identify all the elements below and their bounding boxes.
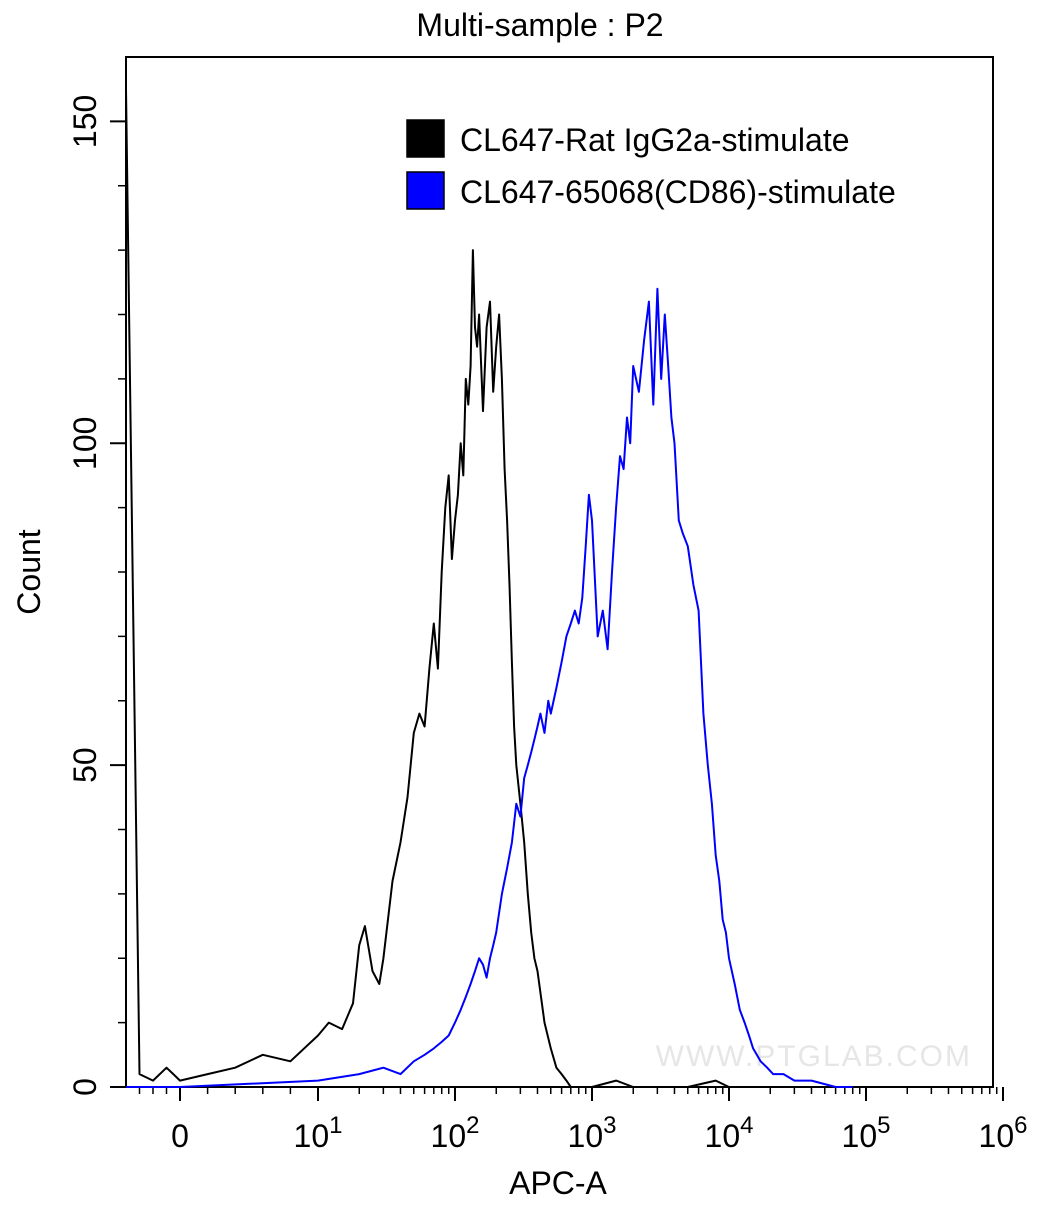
x-tick-label-exponent: 2 bbox=[466, 1112, 479, 1139]
x-tick-label: 106 bbox=[979, 1112, 1028, 1154]
y-tick-label: 50 bbox=[67, 747, 103, 783]
x-tick-label-exponent: 3 bbox=[603, 1112, 616, 1139]
legend-swatch bbox=[406, 171, 445, 210]
y-axis-label: Count bbox=[11, 529, 47, 615]
x-tick-label-base: 10 bbox=[294, 1118, 330, 1154]
legend-label: CL647-Rat IgG2a-stimulate bbox=[460, 122, 850, 158]
x-tick-label-exponent: 5 bbox=[877, 1112, 890, 1139]
x-tick-label-exponent: 1 bbox=[329, 1112, 342, 1139]
chart-title: Multi-sample : P2 bbox=[416, 7, 663, 43]
x-tick-label-base: 0 bbox=[171, 1118, 189, 1154]
x-tick-label: 0 bbox=[171, 1118, 189, 1154]
y-tick-label: 150 bbox=[67, 95, 103, 148]
plot-area: 0 101 102 103 104 105 106050100150WWW.PTGLAB.C… bbox=[67, 56, 1028, 1154]
x-tick-label: 104 bbox=[705, 1112, 754, 1154]
x-tick-label: 102 bbox=[431, 1112, 480, 1154]
x-tick-label-base: 10 bbox=[842, 1118, 878, 1154]
x-tick-label: 103 bbox=[568, 1112, 617, 1154]
series-line-1 bbox=[125, 89, 771, 1088]
x-tick-label-base: 10 bbox=[705, 1118, 741, 1154]
y-tick-label: 100 bbox=[67, 417, 103, 470]
x-tick-label-base: 10 bbox=[431, 1118, 467, 1154]
legend-swatch bbox=[406, 119, 445, 158]
series-line-2 bbox=[126, 287, 853, 1088]
plot-frame bbox=[125, 56, 994, 1088]
x-axis-label: APC-A bbox=[509, 1165, 607, 1201]
chart-legend: CL647-Rat IgG2a-stimulate CL647-65068(CD8… bbox=[406, 119, 896, 210]
x-tick-label-base: 10 bbox=[568, 1118, 604, 1154]
x-tick-label-base: 10 bbox=[979, 1118, 1015, 1154]
legend-label: CL647-65068(CD86)-stimulate bbox=[460, 174, 896, 210]
x-tick-label-exponent: 4 bbox=[740, 1112, 753, 1139]
x-tick-label-exponent: 6 bbox=[1014, 1112, 1027, 1139]
x-tick-label: 101 bbox=[294, 1112, 343, 1154]
x-tick-label: 105 bbox=[842, 1112, 891, 1154]
watermark-text: WWW.PTGLAB.COM bbox=[656, 1040, 972, 1073]
y-tick-label: 0 bbox=[67, 1078, 103, 1096]
